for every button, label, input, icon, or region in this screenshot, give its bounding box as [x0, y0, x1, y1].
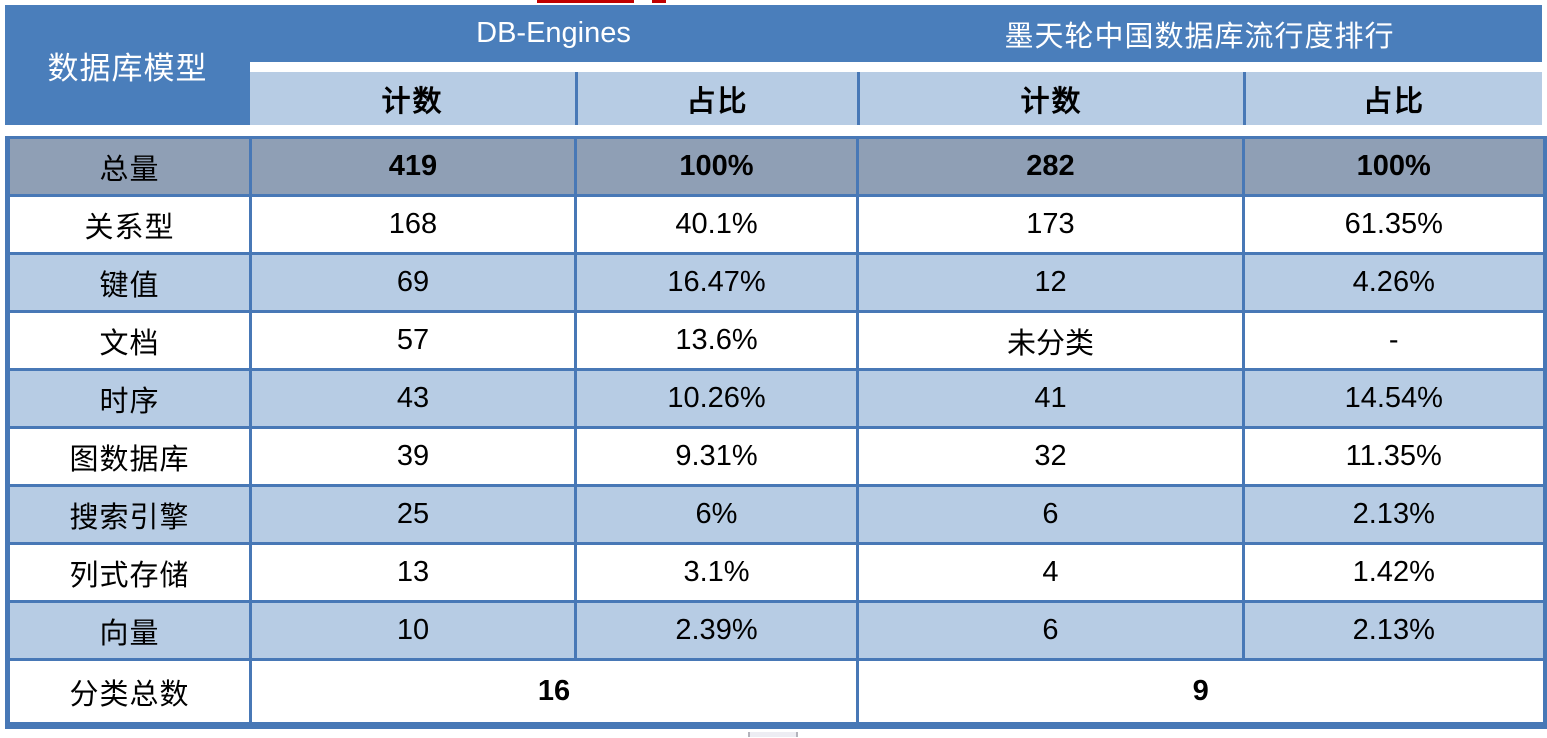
data-cell: 4.26% — [1242, 252, 1546, 313]
table-row-search-engine: 搜索引擎 25 6% 6 2.13% — [6, 484, 1546, 545]
data-cell: 100% — [574, 136, 859, 197]
row-label: 向量 — [6, 600, 252, 661]
header-body-gap — [5, 125, 1542, 136]
corner-header-database-model: 数据库模型 — [5, 5, 250, 125]
subheader-modb-count: 计数 — [857, 72, 1243, 125]
row-label: 总量 — [6, 136, 252, 197]
data-cell: 25 — [249, 484, 577, 545]
data-cell: 3.1% — [574, 542, 859, 603]
data-cell: 100% — [1242, 136, 1546, 197]
footer-label: 分类总数 — [6, 658, 252, 727]
table-row-columnar: 列式存储 13 3.1% 4 1.42% — [6, 542, 1546, 603]
data-cell: 2.13% — [1242, 484, 1546, 545]
data-cell: 10 — [249, 600, 577, 661]
data-cell: 2.39% — [574, 600, 859, 661]
footer-value-modb: 9 — [856, 658, 1546, 727]
table-row-key-value: 键值 69 16.47% 12 4.26% — [6, 252, 1546, 313]
header-white-divider — [250, 62, 1542, 72]
data-cell: 61.35% — [1242, 194, 1546, 255]
table-row-document: 文档 57 13.6% 未分类 - — [6, 310, 1546, 371]
data-cell: 9.31% — [574, 426, 859, 487]
scrollbar-artifact — [748, 732, 798, 737]
group-header-db-engines: DB-Engines — [476, 17, 631, 49]
data-cell: 39 — [249, 426, 577, 487]
subheader-db-engines-share: 占比 — [575, 72, 857, 125]
row-label: 列式存储 — [6, 542, 252, 603]
data-cell: 12 — [856, 252, 1245, 313]
subheader-db-engines-count: 计数 — [250, 72, 575, 125]
data-cell: 16.47% — [574, 252, 859, 313]
row-label: 文档 — [6, 310, 252, 371]
sub-column-headers: 计数 占比 计数 占比 — [250, 72, 1542, 125]
data-cell: 168 — [249, 194, 577, 255]
data-cell: - — [1242, 310, 1546, 371]
row-label: 键值 — [6, 252, 252, 313]
table-row-vector: 向量 10 2.39% 6 2.13% — [6, 600, 1546, 661]
data-cell: 2.13% — [1242, 600, 1546, 661]
row-label: 时序 — [6, 368, 252, 429]
data-cell: 69 — [249, 252, 577, 313]
table-body: 总量 419 100% 282 100% 关系型 168 40.1% 173 6… — [5, 136, 1547, 729]
column-group-headers: DB-Engines 墨天轮中国数据库流行度排行 — [250, 5, 1542, 62]
data-cell: 41 — [856, 368, 1245, 429]
data-cell: 14.54% — [1242, 368, 1546, 429]
data-cell: 32 — [856, 426, 1245, 487]
data-cell: 13 — [249, 542, 577, 603]
data-cell: 10.26% — [574, 368, 859, 429]
subheader-modb-share: 占比 — [1243, 72, 1542, 125]
header-right-block: DB-Engines 墨天轮中国数据库流行度排行 计数 占比 计数 占比 — [250, 5, 1542, 125]
data-cell: 43 — [249, 368, 577, 429]
data-cell: 未分类 — [856, 310, 1245, 371]
table-row-graph: 图数据库 39 9.31% 32 11.35% — [6, 426, 1546, 487]
row-label: 搜索引擎 — [6, 484, 252, 545]
red-line-artifact — [537, 0, 634, 3]
table-row-total: 总量 419 100% 282 100% — [6, 136, 1546, 197]
data-cell: 11.35% — [1242, 426, 1546, 487]
data-cell: 4 — [856, 542, 1245, 603]
row-label: 图数据库 — [6, 426, 252, 487]
data-cell: 419 — [249, 136, 577, 197]
table-row-time-series: 时序 43 10.26% 41 14.54% — [6, 368, 1546, 429]
table-row-relational: 关系型 168 40.1% 173 61.35% — [6, 194, 1546, 255]
data-cell: 6 — [856, 484, 1245, 545]
row-label: 关系型 — [6, 194, 252, 255]
red-line-artifact-small — [652, 0, 666, 3]
table-row-category-totals: 分类总数 16 9 — [6, 658, 1546, 727]
group-header-modb-china-ranking: 墨天轮中国数据库流行度排行 — [1004, 20, 1395, 53]
data-cell: 282 — [856, 136, 1245, 197]
footer-value-db-engines: 16 — [249, 658, 859, 727]
data-cell: 57 — [249, 310, 577, 371]
data-cell: 6% — [574, 484, 859, 545]
data-cell: 6 — [856, 600, 1245, 661]
database-model-comparison-table: 数据库模型 DB-Engines 墨天轮中国数据库流行度排行 计数 占比 计数 … — [5, 5, 1547, 729]
data-cell: 1.42% — [1242, 542, 1546, 603]
data-cell: 173 — [856, 194, 1245, 255]
data-cell: 40.1% — [574, 194, 859, 255]
table-header: 数据库模型 DB-Engines 墨天轮中国数据库流行度排行 计数 占比 计数 … — [5, 5, 1542, 125]
data-cell: 13.6% — [574, 310, 859, 371]
